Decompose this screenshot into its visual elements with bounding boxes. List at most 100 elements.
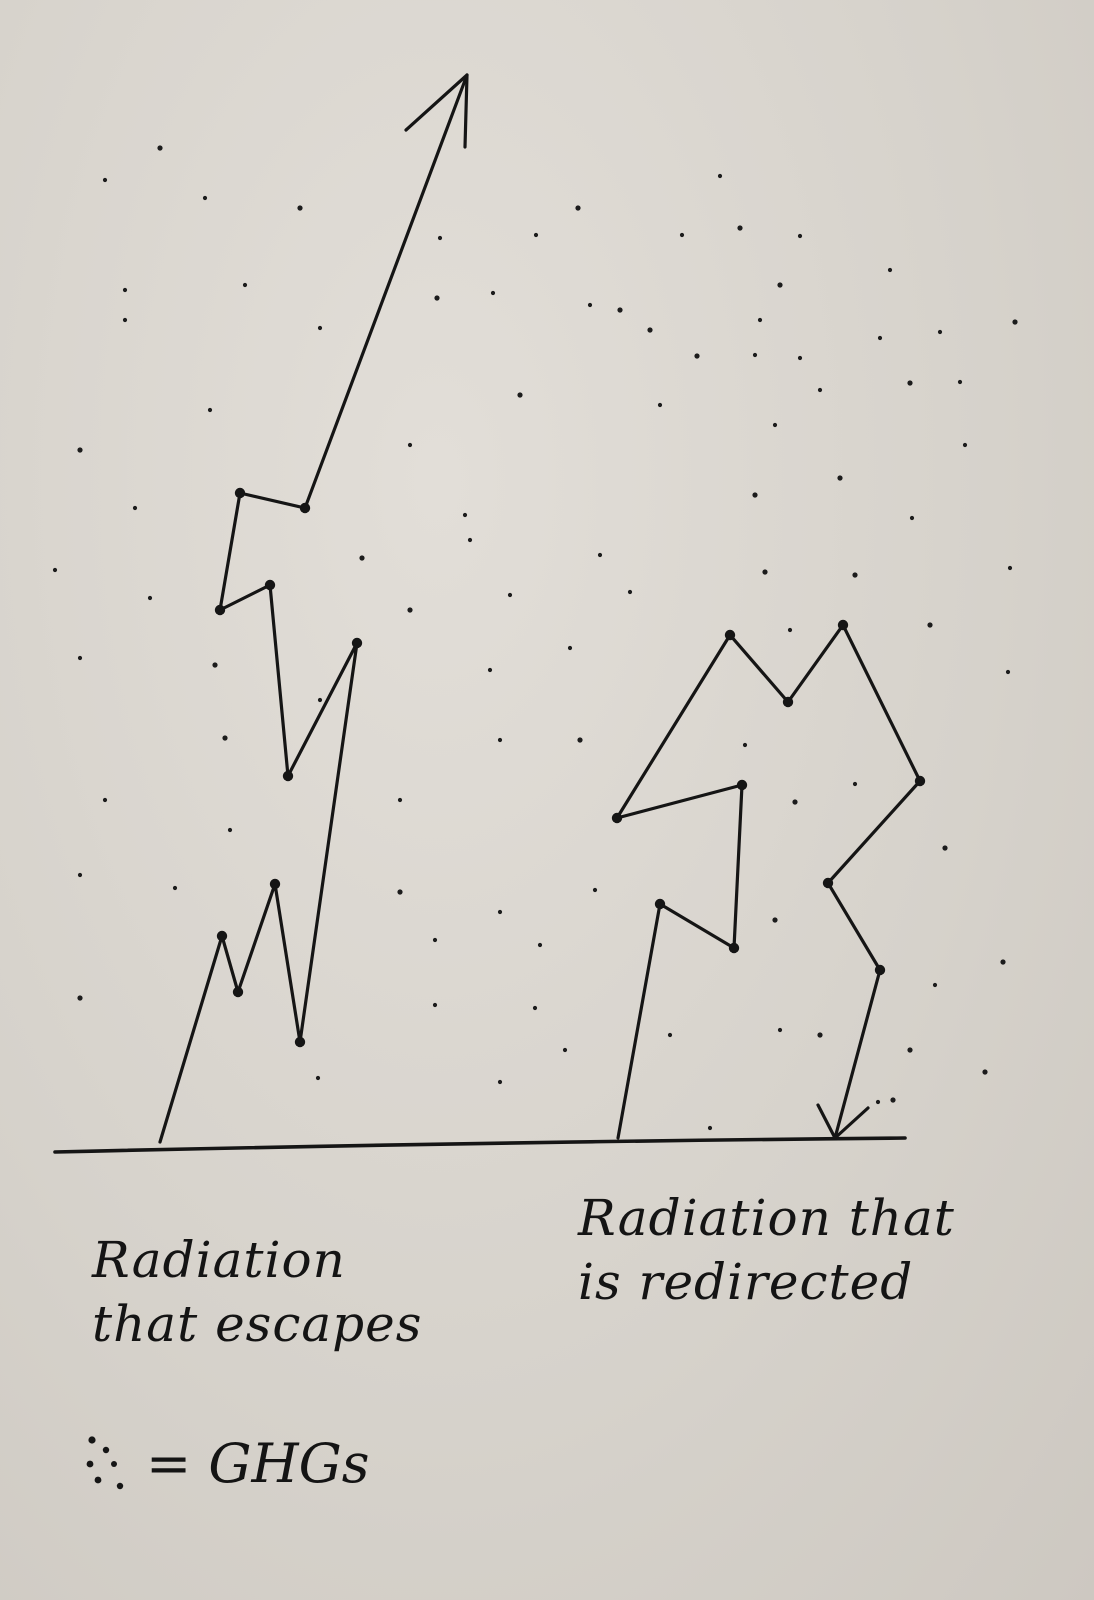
ghg-molecule-dot (617, 307, 623, 313)
path-vertex-dot (728, 942, 740, 954)
ghg-molecule-dot (737, 225, 743, 231)
ghg-molecule-dot (837, 475, 843, 481)
label-redirected-line-1: Radiation that (578, 1189, 955, 1247)
ghg-molecule-dot (694, 353, 700, 359)
ghg-molecule-dot (397, 889, 403, 895)
path-vertex-dot (264, 579, 276, 591)
ghg-molecule-dot (317, 697, 323, 703)
ghg-molecule-dot (517, 392, 523, 398)
ghg-molecule-dot (797, 355, 803, 361)
ghg-molecule-dot (742, 742, 748, 748)
ghg-molecule-dot (890, 1097, 896, 1103)
ghg-molecule-dot (397, 797, 403, 803)
ghg-molecule-dot (577, 737, 583, 743)
ghg-molecule-dot (907, 380, 913, 386)
ghg-molecule-dot (1000, 959, 1006, 965)
redirect-arrowhead-icon (816, 1103, 870, 1140)
ghg-molecule-dot (497, 1079, 503, 1085)
label-escapes-line-1: Radiation (92, 1231, 346, 1289)
label-redirected-line-2: is redirected (578, 1253, 914, 1311)
ghg-molecule-dot (777, 282, 783, 288)
ghg-molecule-dot (497, 737, 503, 743)
ghg-molecule-dot (102, 177, 108, 183)
ghg-molecule-dot (147, 595, 153, 601)
ghg-molecule-dot (102, 797, 108, 803)
path-vertex-dot (822, 877, 834, 889)
ghg-molecule-dot (707, 1125, 713, 1131)
ghg-molecule-dot (77, 995, 83, 1001)
ghg-molecule-dot (937, 329, 943, 335)
ghg-molecule-dot (717, 173, 723, 179)
path-vertices (214, 487, 926, 1048)
ghg-molecule-dot (77, 872, 83, 878)
ghg-molecule-dot (627, 589, 633, 595)
ghg-molecule-dot (817, 387, 823, 393)
path-vertex-dot (724, 629, 736, 641)
ghg-molecule-dot (77, 447, 83, 453)
ghg-molecule-dot (657, 402, 663, 408)
path-vertex-dot (874, 964, 886, 976)
ghg-molecule-dot (297, 205, 303, 211)
path-vertex-dot (736, 779, 748, 791)
ghg-molecule-dot (932, 982, 938, 988)
ghg-molecule-dot (852, 572, 858, 578)
ghg-molecule-dot (962, 442, 968, 448)
ghg-molecule-dot (157, 145, 163, 151)
ghg-molecule-dot (532, 1005, 538, 1011)
ghg-molecule-dot (359, 555, 365, 561)
path-vertex-dot (216, 930, 228, 942)
ghg-molecule-dot (875, 1099, 881, 1105)
ghg-molecule-dot (752, 492, 758, 498)
path-vertex-dot (234, 487, 246, 499)
path-vertex-dot (654, 898, 666, 910)
label-radiation-redirected: Radiation that is redirected (578, 1186, 955, 1314)
ghg-molecule-dot (762, 569, 768, 575)
ground-line (53, 1136, 907, 1154)
path-vertex-dot (837, 619, 849, 631)
ghg-molecule-dot (1007, 565, 1013, 571)
ghg-molecule-dot (877, 335, 883, 341)
ghg-molecule-dot (679, 232, 685, 238)
ghg-molecule-dot (490, 290, 496, 296)
ghg-molecule-dot (407, 607, 413, 613)
ghg-molecule-dot (575, 205, 581, 211)
ghg-molecule-dot (792, 799, 798, 805)
ghg-molecule-dot (927, 622, 933, 628)
ghg-molecule-dot (437, 235, 443, 241)
path-vertex-dot (282, 770, 294, 782)
ghg-molecule-dot (207, 407, 213, 413)
ghg-molecule-dot (852, 781, 858, 787)
path-vertex-dot (782, 696, 794, 708)
ghg-molecule-dot (212, 662, 218, 668)
path-vertex-dot (351, 637, 363, 649)
ghg-molecule-dot (315, 1075, 321, 1081)
path-vertex-dot (214, 604, 226, 616)
ghg-molecule-dot (487, 667, 493, 673)
ghg-molecule-dot (432, 1002, 438, 1008)
escape-arrowhead-icon (404, 73, 469, 149)
ghg-molecule-dot (942, 845, 948, 851)
ghg-molecule-dot (772, 422, 778, 428)
ghg-molecule-dot (567, 645, 573, 651)
ghg-molecule-dot (132, 505, 138, 511)
ghg-molecule-dot (507, 592, 513, 598)
ghg-molecule-dot (777, 1027, 783, 1033)
ghg-molecule-dot (432, 937, 438, 943)
ghg-molecule-dot (757, 317, 763, 323)
path-vertex-dot (232, 986, 244, 998)
ghg-molecule-dot (122, 287, 128, 293)
path-vertex-dot (611, 812, 623, 824)
ghg-molecule-dot (242, 282, 248, 288)
label-escapes-line-2: that escapes (92, 1295, 423, 1353)
ghg-molecule-dot (667, 1032, 673, 1038)
ghg-molecule-dot (647, 327, 653, 333)
redirected-radiation-path (615, 623, 922, 1140)
path-vertex-dot (269, 878, 281, 890)
ghg-molecule-dot (533, 232, 539, 238)
ghg-molecule-dot (77, 655, 83, 661)
ghg-molecule-dot (317, 325, 323, 331)
ghg-molecule-dot (817, 1032, 823, 1038)
ghg-molecule-dot (462, 512, 468, 518)
